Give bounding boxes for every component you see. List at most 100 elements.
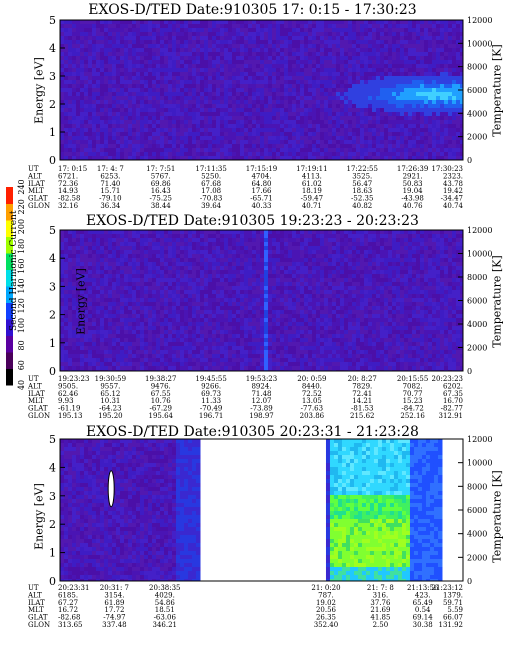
ephemeris-cell: -59.47 — [301, 195, 323, 203]
ephemeris-cell: -73.89 — [250, 405, 272, 413]
ephemeris-row-label: GLON — [28, 202, 50, 210]
y2tick-label: 2000 — [467, 553, 487, 562]
ephemeris-cell: 41.85 — [370, 614, 390, 622]
ytick-label: 4 — [49, 42, 56, 55]
ephemeris-cell: 15.71 — [100, 187, 120, 195]
ephemeris-cell: 17:30:23 — [432, 165, 463, 173]
ephemeris-cell: 18.19 — [302, 187, 322, 195]
ephemeris-cell: 17:15:19 — [246, 165, 277, 173]
panel-2-ylabel: Energy [eV] — [74, 268, 88, 335]
ephemeris-cell: 69.73 — [201, 390, 221, 398]
ephemeris-cell: 30.38 — [413, 621, 433, 629]
ephemeris-cell: 40.33 — [251, 202, 271, 210]
ytick-label: 3 — [49, 70, 56, 83]
ephemeris-cell: 72.52 — [302, 390, 322, 398]
ephemeris-cell: 50.83 — [403, 180, 423, 188]
ephemeris-cell: 252.16 — [400, 412, 425, 420]
ytick-label: 1 — [49, 547, 56, 560]
ephemeris-row-label: GLAT — [28, 405, 48, 413]
ephemeris-cell: 9266. — [201, 382, 221, 390]
ephemeris-cell: 20.56 — [316, 606, 337, 614]
ephemeris-cell: 39.64 — [201, 202, 222, 210]
ephemeris-cell: 10.76 — [151, 397, 172, 405]
ephemeris-cell: 17:22:55 — [347, 165, 378, 173]
ephemeris-cell: -67.29 — [150, 405, 172, 413]
ephemeris-cell: 423. — [415, 591, 431, 599]
spectrogram-cells — [60, 439, 443, 581]
ephemeris-cell: 17: 4: 7 — [97, 165, 124, 173]
ephemeris-cell: 19:30:59 — [95, 375, 126, 383]
ephemeris-cell: 316. — [373, 591, 389, 599]
ytick-label: 0 — [49, 575, 56, 588]
ephemeris-cell: 20: 0:59 — [297, 375, 326, 383]
y2tick-label: 8000 — [467, 273, 487, 282]
ephemeris-row-label: MLT — [28, 397, 44, 405]
ephemeris-cell: 215.62 — [350, 412, 375, 420]
ephemeris-cell: 26.35 — [316, 614, 336, 622]
ephemeris-cell: 54.86 — [155, 599, 176, 607]
ephemeris-row-label: ALT — [27, 172, 42, 180]
ephemeris-cell: 65.12 — [100, 390, 120, 398]
ephemeris-cell: -63.06 — [154, 614, 177, 622]
ephemeris-row-label: ALT — [27, 382, 42, 390]
ephemeris-cell: -61.19 — [58, 405, 80, 413]
panel-2-spectrogram: 0 1 2 3 4 5 0 2000 4000 6000 8000 10000 12000 UTALTIL… — [27, 224, 492, 420]
ephemeris-cell: 65.49 — [413, 599, 433, 607]
ephemeris-cell: 9505. — [58, 382, 78, 390]
ephemeris-row-label: UT — [28, 584, 39, 592]
ephemeris-cell: 20:31: 7 — [100, 584, 129, 592]
ephemeris-cell: 131.92 — [439, 621, 464, 629]
ytick-label: 1 — [49, 337, 56, 350]
ephemeris-cell: 8440. — [302, 382, 322, 390]
ephemeris-cell: 17.08 — [201, 187, 221, 195]
ytick-label: 2 — [49, 309, 56, 322]
ytick-label: 4 — [49, 252, 56, 265]
ephemeris-cell: -52.35 — [351, 195, 373, 203]
ephemeris-cell: 69.14 — [413, 614, 434, 622]
ephemeris-cell: -70.83 — [200, 195, 222, 203]
ephemeris-cell: -43.98 — [401, 195, 423, 203]
y2tick-label: 8000 — [467, 63, 487, 72]
ephemeris-cell: 313.65 — [58, 621, 83, 629]
ephemeris-row-label: UT — [28, 165, 39, 173]
spectrogram-cells — [60, 230, 463, 371]
y2tick-label: 12000 — [467, 226, 492, 235]
ytick-label: 5 — [49, 433, 56, 446]
y2tick-label: 4000 — [467, 109, 487, 118]
ephemeris-cell: 196.71 — [199, 412, 224, 420]
ephemeris-row-label: ALT — [27, 591, 42, 599]
ephemeris-cell: 20:23:31 — [58, 584, 89, 592]
ephemeris-cell: 36.34 — [100, 202, 121, 210]
ephemeris-cell: 19.02 — [316, 599, 336, 607]
ephemeris-row-label: MLT — [28, 606, 44, 614]
ephemeris-cell: 5767. — [151, 172, 171, 180]
panel-1-title: EXOS-D/TED Date:910305 17: 0:15 - 17:30:… — [88, 2, 417, 18]
ephemeris-cell: 346.21 — [153, 621, 178, 629]
ephemeris-cell: 21: 0:20 — [311, 584, 340, 592]
ephemeris-cell: 9476. — [151, 382, 171, 390]
ephemeris-cell: 4113. — [302, 172, 322, 180]
ephemeris-cell: 71.40 — [100, 180, 120, 188]
ephemeris-cell: 67.35 — [443, 390, 463, 398]
y2tick-label: 6000 — [467, 297, 487, 306]
ytick-label: 3 — [49, 490, 56, 503]
ephemeris-cell: 9557. — [100, 382, 120, 390]
ephemeris-cell: 61.89 — [104, 599, 124, 607]
ephemeris-cell: 7082. — [403, 382, 423, 390]
ytick-label: 2 — [49, 98, 56, 111]
ephemeris-cell: 69.86 — [151, 180, 172, 188]
ephemeris-row-label: GLON — [28, 412, 50, 420]
ephemeris-cell: -77.63 — [301, 405, 323, 413]
y2tick-label: 6000 — [467, 506, 487, 515]
ephemeris-cell: 11.33 — [201, 397, 221, 405]
panel-3-ylabel: Energy [eV] — [32, 483, 46, 550]
ephemeris-cell: 40.82 — [352, 202, 372, 210]
ephemeris-cell: 0.54 — [415, 606, 431, 614]
ytick-label: 2 — [49, 518, 56, 531]
ephemeris-cell: 40.74 — [443, 202, 464, 210]
ephemeris-cell: 10.31 — [100, 397, 120, 405]
ephemeris-cell: 40.76 — [403, 202, 424, 210]
ephemeris-cell: 14.21 — [352, 397, 372, 405]
ephemeris-cell: 18.63 — [352, 187, 372, 195]
ephemeris-cell: 19:38:27 — [145, 375, 176, 383]
